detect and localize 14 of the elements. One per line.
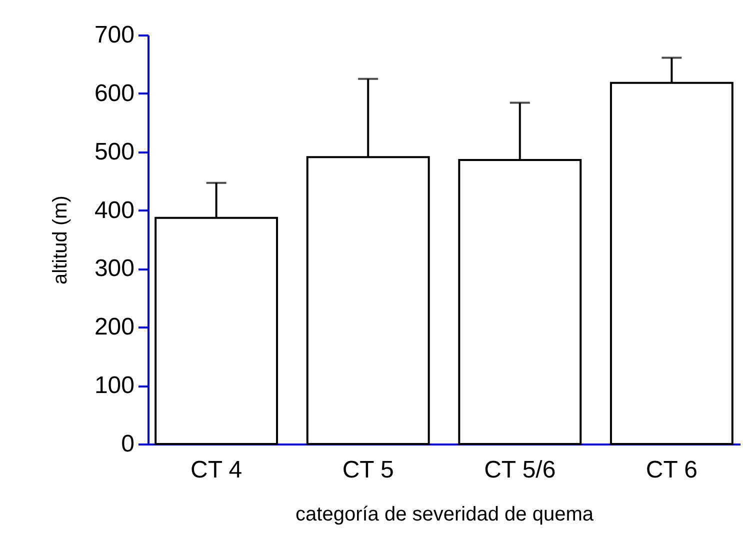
y-tick-label: 700 [94,22,134,48]
x-tick-label: CT 6 [646,456,698,484]
y-tick-label: 300 [94,255,134,282]
x-axis-title: categoría de severidad de quema [296,504,594,526]
y-tick-label: 400 [94,196,134,224]
y-tick-label: 200 [94,314,134,341]
x-tick-label: CT 4 [190,456,242,484]
y-tick-label: 100 [94,372,134,400]
y-axis-title: altitud (m) [49,196,72,284]
x-tick-label: CT 5 [342,456,394,484]
y-tick-label: 500 [94,138,134,166]
y-tick-label: 600 [94,80,134,107]
y-tick-label: 0 [121,430,134,458]
x-tick-label: CT 5/6 [484,456,556,484]
